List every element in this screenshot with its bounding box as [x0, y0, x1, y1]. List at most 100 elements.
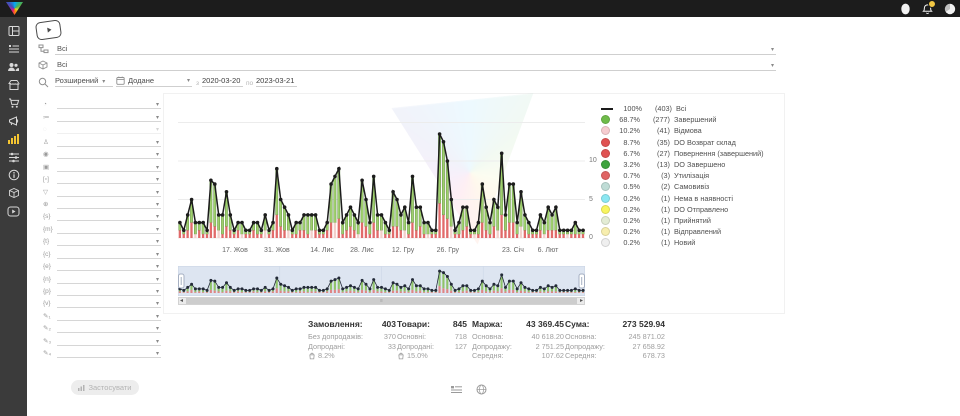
legend-item[interactable]: 0.2%(1)Відправлений — [601, 226, 779, 237]
legend-label: Самовивіз — [674, 182, 709, 191]
date-from-input[interactable]: 2020-03-20 — [202, 74, 243, 87]
scroll-left-arrow[interactable]: ◂ — [180, 297, 183, 304]
filter-note-4[interactable]: ✎₄▾ — [43, 346, 161, 358]
sidebar-item-orders[interactable] — [0, 40, 27, 58]
filter-status-select[interactable]: ▾ — [57, 111, 161, 122]
scrollbar-thumb[interactable]: ≡ — [186, 298, 577, 304]
sidebar-item-info[interactable] — [0, 166, 27, 184]
legend-item[interactable]: 0.7%(3)Утилізація — [601, 170, 779, 181]
profile-icon[interactable] — [899, 2, 912, 15]
filter-note-1[interactable]: ✎₁▾ — [43, 308, 161, 320]
filter-utm-term[interactable]: {t}▾ — [43, 234, 161, 246]
filter-custom-2-select[interactable]: ▾ — [57, 285, 161, 296]
filter-note-4-icon: ✎₄ — [43, 350, 57, 358]
filter-note-4-select[interactable]: ▾ — [57, 347, 161, 358]
filter-disabled-select[interactable]: ▾ — [57, 123, 161, 134]
filter-custom-3-select[interactable]: ▾ — [57, 297, 161, 308]
stat-sub-label: Середня: — [472, 351, 504, 360]
filter-source[interactable]: ◉▾ — [43, 147, 161, 159]
sidebar-item-marketing[interactable] — [0, 112, 27, 130]
legend-item[interactable]: 0.2%(1)DO Отправлено — [601, 204, 779, 215]
app-logo[interactable] — [6, 2, 23, 15]
legend-item[interactable]: 100%(403)Всі — [601, 103, 779, 114]
video-tutorial-button[interactable] — [35, 19, 62, 40]
chevron-down-icon: ▾ — [156, 325, 159, 332]
chart-navigator[interactable] — [178, 266, 585, 296]
sidebar-item-tutorials[interactable] — [0, 202, 27, 220]
calendar-icon — [116, 76, 125, 85]
filter-utm-source[interactable]: {s}▾ — [43, 209, 161, 221]
sidebar-item-settings[interactable] — [0, 148, 27, 166]
legend-item[interactable]: 68.7%(277)Завершений — [601, 114, 779, 125]
filter-custom-1[interactable]: {n}▾ — [43, 271, 161, 283]
filter-panel: ◔▾≔▾◌▾♙▾◉▾▣▾[▫]▾▽▾⊕▾{s}▾{m}▾{t}▾{c}▾{e}▾… — [43, 97, 161, 358]
filter-time-select[interactable]: ▾ — [57, 98, 161, 109]
search-mode-select[interactable]: Розширений ▾ — [55, 74, 113, 87]
filter-note-3[interactable]: ✎₃▾ — [43, 333, 161, 345]
table-view-toggle[interactable] — [450, 383, 463, 396]
filter-geo-select[interactable]: ▾ — [57, 198, 161, 209]
filter-utm-campaign[interactable]: {c}▾ — [43, 246, 161, 258]
sidebar-item-shipments[interactable] — [0, 184, 27, 202]
legend-dot-swatch — [601, 182, 610, 191]
sidebar-item-dashboard[interactable] — [0, 22, 27, 40]
filter-manager-select[interactable]: ▾ — [57, 136, 161, 147]
filter-note-2[interactable]: ✎₂▾ — [43, 321, 161, 333]
account-avatar[interactable] — [943, 2, 956, 15]
filter-note-2-select[interactable]: ▾ — [57, 322, 161, 333]
filter-time[interactable]: ◔▾ — [43, 97, 161, 109]
legend-item[interactable]: 0.2%(1)Новий — [601, 237, 779, 248]
filter-manager[interactable]: ♙▾ — [43, 134, 161, 146]
filter-utm-campaign-select[interactable]: ▾ — [57, 248, 161, 259]
legend-item[interactable]: 3.2%(13)DO Завершено — [601, 159, 779, 170]
apply-button[interactable]: Застосувати — [71, 380, 139, 395]
filter-tag-select[interactable]: ▾ — [57, 173, 161, 184]
legend-item[interactable]: 0.5%(2)Самовивіз — [601, 181, 779, 192]
filter-funnel[interactable]: ▽▾ — [43, 184, 161, 196]
filter-source-select[interactable]: ▾ — [57, 148, 161, 159]
legend-item[interactable]: 0.2%(1)Нема в наявності — [601, 193, 779, 204]
date-field-select[interactable]: Додане ▾ — [116, 74, 192, 87]
filter-note-3-select[interactable]: ▾ — [57, 335, 161, 346]
filter-utm-medium-select[interactable]: ▾ — [57, 223, 161, 234]
chevron-down-icon: ▾ — [156, 201, 159, 208]
filter-funnel-select[interactable]: ▾ — [57, 186, 161, 197]
filter-tag[interactable]: [▫]▾ — [43, 172, 161, 184]
sidebar-item-products[interactable] — [0, 94, 27, 112]
legend-dot-swatch — [601, 205, 610, 214]
filter-utm-content[interactable]: {e}▾ — [43, 259, 161, 271]
filter-custom-1-select[interactable]: ▾ — [57, 273, 161, 284]
filter-product[interactable]: ▣▾ — [43, 159, 161, 171]
filter-utm-source-select[interactable]: ▾ — [57, 210, 161, 221]
filter-custom-2[interactable]: {p}▾ — [43, 284, 161, 296]
product-filter[interactable]: Всі▾ — [38, 57, 776, 71]
chart-scrollbar[interactable]: ◂ ≡ ▸ — [178, 297, 585, 305]
category-filter[interactable]: Всі▾ — [38, 41, 776, 55]
filter-utm-term-select[interactable]: ▾ — [57, 235, 161, 246]
filter-geo[interactable]: ⊕▾ — [43, 197, 161, 209]
products-view-toggle[interactable] — [475, 383, 488, 396]
chevron-down-icon: ▾ — [156, 263, 159, 270]
filter-utm-medium[interactable]: {m}▾ — [43, 221, 161, 233]
filter-disabled[interactable]: ◌▾ — [43, 122, 161, 134]
filter-status[interactable]: ≔▾ — [43, 109, 161, 121]
filter-note-1-select[interactable]: ▾ — [57, 310, 161, 321]
chevron-down-icon: ▾ — [156, 288, 159, 295]
legend-count: (403) — [646, 104, 672, 113]
sidebar-item-analytics[interactable] — [0, 130, 27, 148]
notifications-bell-icon[interactable] — [921, 2, 934, 15]
legend-percent: 68.7% — [614, 115, 640, 124]
legend-item[interactable]: 6.7%(27)Повернення (завершений) — [601, 148, 779, 159]
legend-item[interactable]: 10.2%(41)Відмова — [601, 125, 779, 136]
sidebar-item-store[interactable] — [0, 76, 27, 94]
date-to-input[interactable]: 2023-03-21 — [256, 74, 297, 87]
legend-line-swatch — [601, 108, 613, 110]
legend-item[interactable]: 8.7%(35)DO Возврат склад — [601, 137, 779, 148]
sidebar-item-clients[interactable] — [0, 58, 27, 76]
scroll-right-arrow[interactable]: ▸ — [580, 297, 583, 304]
orders-chart[interactable] — [178, 96, 585, 246]
filter-custom-3[interactable]: {v}▾ — [43, 296, 161, 308]
legend-item[interactable]: 0.2%(1)Прийнятий — [601, 215, 779, 226]
filter-utm-content-select[interactable]: ▾ — [57, 260, 161, 271]
filter-product-select[interactable]: ▾ — [57, 161, 161, 172]
